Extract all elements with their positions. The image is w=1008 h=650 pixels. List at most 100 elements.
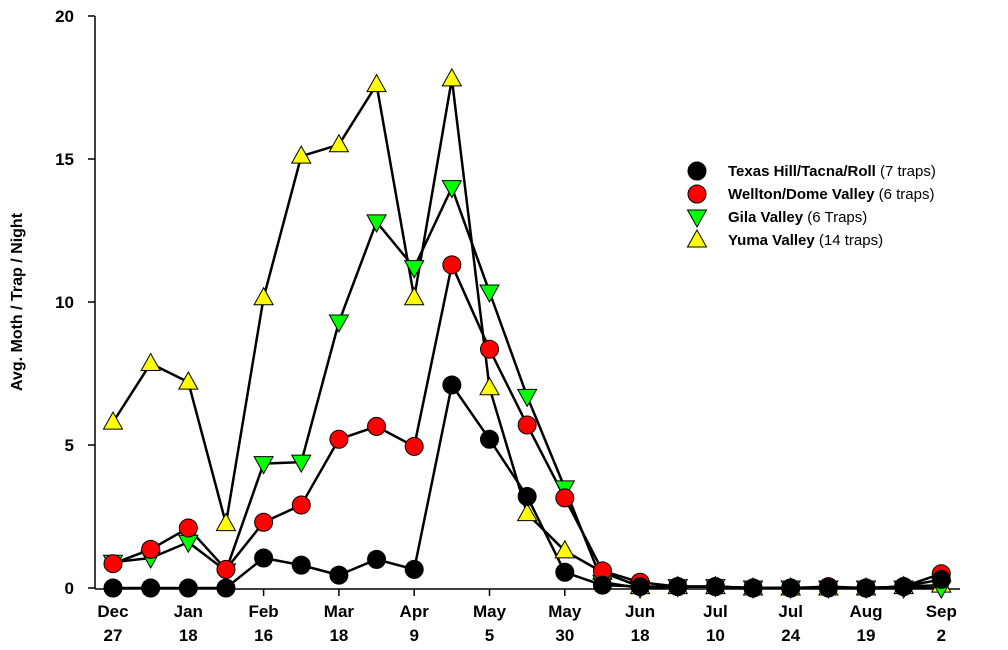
data-point bbox=[403, 260, 425, 279]
x-tick-label-day: 18 bbox=[631, 626, 650, 645]
data-point bbox=[366, 73, 387, 93]
data-point bbox=[404, 436, 424, 456]
data-point bbox=[894, 577, 914, 597]
data-point bbox=[479, 284, 500, 304]
data-point bbox=[668, 577, 688, 597]
data-point bbox=[102, 411, 124, 430]
x-tick-label-day: 19 bbox=[857, 626, 876, 645]
data-point bbox=[367, 416, 387, 436]
data-point bbox=[856, 578, 876, 598]
data-point bbox=[480, 429, 499, 449]
x-tick-label-day: 18 bbox=[329, 626, 348, 645]
x-tick-label-month: Mar bbox=[324, 602, 355, 621]
legend-label: Yuma Valley (14 traps) bbox=[728, 232, 883, 249]
data-point bbox=[441, 180, 463, 199]
legend-marker bbox=[687, 184, 707, 204]
data-point bbox=[103, 554, 123, 574]
data-point bbox=[328, 314, 350, 334]
data-point bbox=[403, 286, 425, 306]
data-point bbox=[253, 286, 274, 306]
x-tick-label-month: Dec bbox=[97, 602, 128, 621]
x-ticks: Dec 27 Jan 18 Feb 16 Mar 18 Apr 9 May 5 May 30 Jun 18 Ju… bbox=[97, 589, 957, 645]
data-point bbox=[555, 488, 575, 508]
x-tick-label-month: Sep bbox=[926, 602, 957, 621]
x-tick-label-month: Aug bbox=[849, 602, 882, 621]
data-point bbox=[178, 578, 198, 598]
data-point bbox=[254, 512, 274, 532]
data-point bbox=[592, 575, 612, 595]
y-tick-label: 0 bbox=[65, 579, 74, 598]
data-point bbox=[290, 454, 312, 474]
data-point bbox=[141, 539, 161, 559]
data-point bbox=[140, 352, 162, 371]
data-point bbox=[743, 578, 763, 598]
y-tick-label: 5 bbox=[65, 436, 74, 455]
y-tick-label: 10 bbox=[55, 293, 74, 312]
data-point bbox=[404, 559, 424, 579]
x-tick-label-month: Jul bbox=[778, 602, 803, 621]
legend-label: Wellton/Dome Valley (6 traps) bbox=[728, 186, 934, 203]
data-point bbox=[554, 539, 576, 559]
y-tick-label: 20 bbox=[55, 7, 74, 26]
x-tick-label-month: Jan bbox=[174, 602, 203, 621]
data-point bbox=[517, 415, 537, 435]
data-point bbox=[479, 376, 500, 396]
data-point bbox=[517, 486, 537, 506]
x-tick-label-day: 27 bbox=[104, 626, 123, 645]
data-point bbox=[291, 495, 311, 515]
x-tick-label-month: Jul bbox=[703, 602, 728, 621]
data-point bbox=[705, 577, 725, 597]
y-axis-title: Avg. Moth / Trap / Night bbox=[9, 212, 26, 391]
series-markers bbox=[102, 67, 952, 600]
x-tick-label-day: 5 bbox=[485, 626, 494, 645]
x-tick-label-month: Feb bbox=[248, 602, 278, 621]
series-line bbox=[113, 383, 942, 590]
data-point bbox=[555, 562, 575, 582]
data-point bbox=[141, 578, 161, 598]
x-tick-label-day: 10 bbox=[706, 626, 725, 645]
x-tick-label-day: 9 bbox=[409, 626, 418, 645]
x-tick-label-day: 2 bbox=[937, 626, 946, 645]
legend-marker bbox=[686, 228, 708, 248]
x-tick-label-month: May bbox=[548, 602, 582, 621]
data-point bbox=[253, 456, 274, 475]
x-tick-label-day: 18 bbox=[179, 626, 198, 645]
data-point bbox=[441, 67, 463, 87]
data-point bbox=[254, 548, 274, 568]
data-point bbox=[328, 133, 350, 153]
data-point bbox=[291, 555, 311, 575]
data-point bbox=[216, 578, 236, 598]
data-point bbox=[329, 565, 349, 585]
data-point bbox=[442, 375, 462, 395]
legend: Texas Hill/Tacna/Roll (7 traps) Wellton/D… bbox=[686, 161, 936, 249]
legend-marker bbox=[687, 161, 707, 181]
data-point bbox=[177, 371, 199, 390]
data-point bbox=[366, 214, 387, 233]
data-point bbox=[516, 502, 538, 522]
data-point bbox=[367, 549, 387, 569]
data-point bbox=[516, 388, 538, 408]
data-point bbox=[216, 559, 236, 579]
x-tick-label-day: 24 bbox=[781, 626, 800, 645]
data-point bbox=[215, 512, 237, 532]
data-point bbox=[103, 578, 123, 598]
data-point bbox=[329, 429, 349, 449]
legend-label: Gila Valley (6 Traps) bbox=[728, 209, 867, 226]
x-tick-label-month: May bbox=[473, 602, 507, 621]
x-tick-label-month: Apr bbox=[400, 602, 430, 621]
x-tick-label-month: Jun bbox=[625, 602, 655, 621]
data-point bbox=[178, 518, 198, 538]
y-tick-label: 15 bbox=[55, 150, 74, 169]
data-point bbox=[931, 569, 951, 589]
data-point bbox=[818, 578, 838, 598]
data-point bbox=[442, 255, 462, 275]
data-point bbox=[630, 577, 650, 597]
legend-marker bbox=[686, 209, 708, 229]
legend-label: Texas Hill/Tacna/Roll (7 traps) bbox=[728, 163, 936, 180]
data-point bbox=[480, 339, 499, 359]
data-point bbox=[781, 578, 801, 598]
data-point bbox=[290, 145, 312, 164]
x-tick-label-day: 30 bbox=[555, 626, 574, 645]
x-tick-label-day: 16 bbox=[254, 626, 273, 645]
